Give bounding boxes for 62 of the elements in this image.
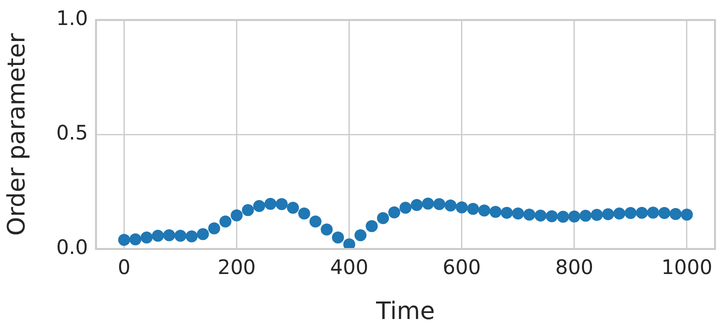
point bbox=[264, 198, 276, 210]
point bbox=[456, 201, 468, 214]
point bbox=[186, 230, 198, 242]
point bbox=[152, 230, 164, 242]
point bbox=[309, 216, 322, 228]
point bbox=[388, 206, 400, 218]
point bbox=[500, 206, 513, 219]
y-tick-label: 0.0 bbox=[56, 235, 88, 260]
point bbox=[670, 208, 682, 220]
point bbox=[602, 208, 614, 220]
point bbox=[546, 210, 558, 222]
point bbox=[332, 232, 344, 244]
point bbox=[366, 220, 378, 232]
point bbox=[376, 212, 389, 224]
x-tick-label: 400 bbox=[330, 255, 368, 280]
point bbox=[118, 234, 130, 246]
point bbox=[680, 208, 693, 221]
point bbox=[523, 208, 536, 221]
point bbox=[658, 207, 670, 220]
y-tick-label: 1.0 bbox=[56, 6, 88, 30]
point bbox=[422, 198, 434, 210]
point bbox=[467, 202, 480, 215]
point bbox=[174, 230, 186, 242]
x-tick-label: 600 bbox=[442, 255, 481, 280]
point bbox=[534, 210, 547, 222]
x-tick-label: 0 bbox=[118, 255, 131, 280]
point bbox=[208, 222, 220, 234]
point bbox=[557, 210, 570, 223]
point bbox=[580, 210, 592, 222]
y-tick-label: 0.5 bbox=[56, 120, 88, 145]
point bbox=[286, 202, 299, 214]
point bbox=[433, 198, 446, 210]
point bbox=[478, 204, 490, 217]
point bbox=[568, 210, 580, 222]
x-tick-label: 800 bbox=[555, 255, 594, 280]
point bbox=[354, 229, 366, 242]
point bbox=[636, 206, 648, 219]
point bbox=[196, 228, 209, 240]
point bbox=[512, 208, 524, 220]
point bbox=[140, 232, 153, 244]
point bbox=[242, 204, 254, 216]
point bbox=[298, 208, 310, 220]
point bbox=[253, 200, 266, 212]
y-axis-title: Order parameter bbox=[2, 33, 31, 236]
point bbox=[230, 209, 243, 222]
point bbox=[129, 233, 142, 246]
x-tick-label: 1000 bbox=[661, 255, 712, 280]
point bbox=[320, 224, 333, 236]
point bbox=[163, 229, 176, 242]
x-tick-label: 200 bbox=[218, 255, 256, 280]
point bbox=[624, 207, 637, 220]
point bbox=[400, 202, 412, 214]
point bbox=[410, 199, 423, 212]
point bbox=[219, 216, 232, 228]
point bbox=[590, 208, 603, 221]
point bbox=[444, 199, 457, 212]
point bbox=[343, 238, 356, 249]
x-axis-title: Time bbox=[375, 296, 435, 325]
point bbox=[276, 198, 288, 210]
point bbox=[490, 206, 502, 218]
point bbox=[647, 206, 660, 219]
point bbox=[613, 208, 626, 220]
